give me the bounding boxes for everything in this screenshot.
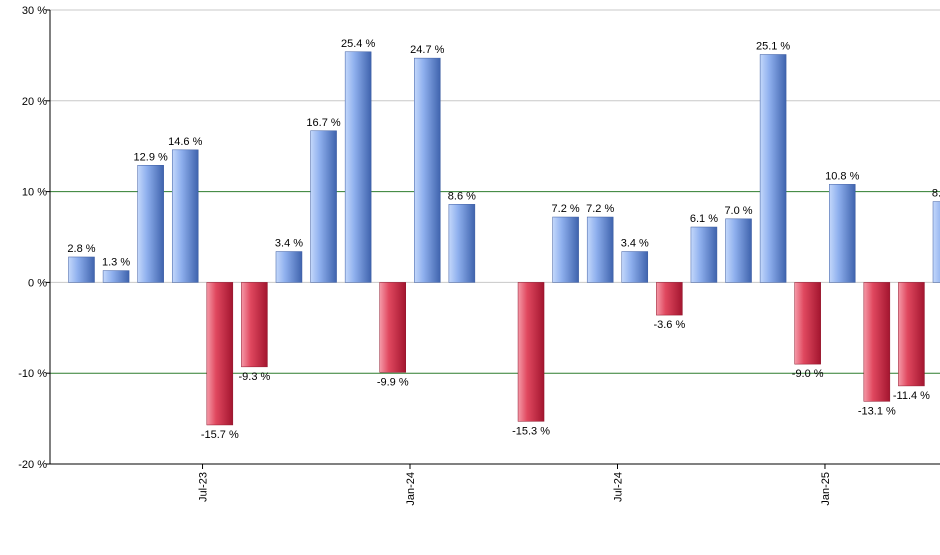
positive-bar xyxy=(172,150,198,283)
data-label: -9.9 % xyxy=(377,376,409,388)
data-label: 10.8 % xyxy=(825,170,859,182)
data-label: 8.9 % xyxy=(932,188,940,200)
y-tick-label: 20 % xyxy=(22,96,47,108)
negative-bar xyxy=(518,282,544,421)
negative-bar xyxy=(241,282,267,366)
x-tick-label: Jul-24 xyxy=(612,472,624,502)
data-label: 1.3 % xyxy=(102,257,130,269)
x-tick-label: Jan-24 xyxy=(405,472,417,506)
positive-bar xyxy=(311,131,337,283)
positive-bar xyxy=(622,252,648,283)
data-label: 8.6 % xyxy=(448,190,476,202)
y-tick-label: 10 % xyxy=(22,187,47,199)
y-tick-label: 30 % xyxy=(22,5,47,17)
positive-bar xyxy=(69,257,95,282)
negative-bar xyxy=(795,282,821,364)
positive-bar xyxy=(933,202,940,283)
x-tick-label: Jan-25 xyxy=(820,472,832,506)
data-label: 3.4 % xyxy=(275,238,303,250)
positive-bar xyxy=(726,219,752,283)
negative-bar xyxy=(207,282,233,425)
data-label: -9.0 % xyxy=(792,368,824,380)
data-label: -9.3 % xyxy=(239,371,271,383)
data-label: -15.3 % xyxy=(512,425,550,437)
positive-bar xyxy=(553,217,579,282)
x-tick-label: Jul-23 xyxy=(198,472,210,502)
data-label: -11.4 % xyxy=(893,390,930,402)
data-label: 16.7 % xyxy=(306,117,340,129)
data-label: 12.9 % xyxy=(134,151,168,163)
data-label: -3.6 % xyxy=(653,319,685,331)
data-label: 7.0 % xyxy=(724,205,752,217)
negative-bar xyxy=(380,282,406,372)
y-tick-label: -10 % xyxy=(18,368,47,380)
positive-bar xyxy=(276,252,302,283)
negative-bar xyxy=(656,282,682,315)
data-label: -15.7 % xyxy=(201,429,239,441)
positive-bar xyxy=(587,217,613,282)
positive-bar xyxy=(449,204,475,282)
positive-bar xyxy=(103,271,129,283)
positive-bar xyxy=(691,227,717,282)
data-label: 6.1 % xyxy=(690,213,718,225)
data-label: 25.4 % xyxy=(341,38,375,50)
data-label: 24.7 % xyxy=(410,44,444,56)
data-label: 3.4 % xyxy=(621,238,649,250)
y-tick-label: -20 % xyxy=(18,459,47,471)
data-label: 25.1 % xyxy=(756,40,790,52)
data-label: 7.2 % xyxy=(586,203,614,215)
positive-bar xyxy=(829,184,855,282)
y-tick-label: 0 % xyxy=(28,277,47,289)
positive-bar xyxy=(345,52,371,283)
negative-bar xyxy=(898,282,924,386)
data-label: -13.1 % xyxy=(858,405,896,417)
positive-bar xyxy=(138,165,164,282)
positive-bar xyxy=(414,58,440,282)
negative-bar xyxy=(864,282,890,401)
data-label: 14.6 % xyxy=(168,136,202,148)
data-label: 7.2 % xyxy=(552,203,580,215)
positive-bar xyxy=(760,54,786,282)
data-label: 2.8 % xyxy=(67,243,95,255)
